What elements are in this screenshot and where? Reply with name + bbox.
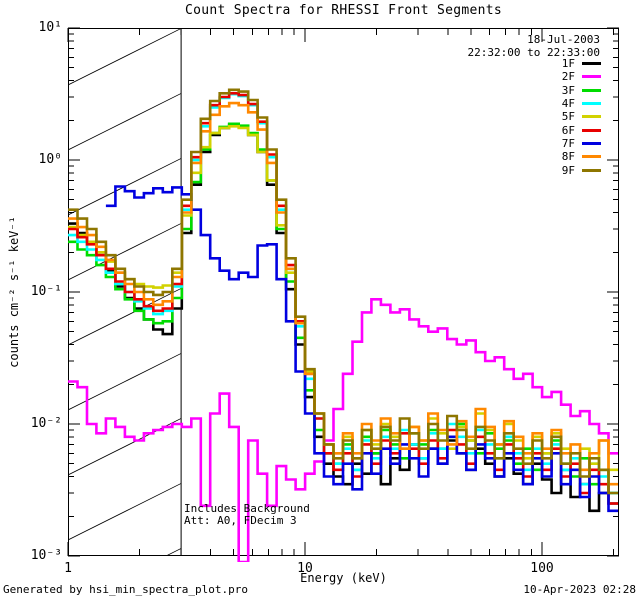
- plot-annotation: Includes Background Att: A0, FDecim 3: [184, 503, 310, 527]
- legend-item: 5F: [562, 110, 601, 123]
- legend-color-swatch: [582, 141, 601, 145]
- legend: 1F 2F 3F 4F 5F 6F 7F 8F 9F: [562, 57, 601, 177]
- observation-time-range: 22:32:00 to 22:33:00: [467, 46, 600, 59]
- legend-label: 2F: [561, 70, 575, 84]
- chart-title: Count Spectra for RHESSI Front Segments: [185, 3, 502, 18]
- legend-color-swatch: [582, 88, 601, 92]
- legend-label: 4F: [561, 97, 575, 111]
- legend-color-swatch: [582, 115, 601, 119]
- spectrum-curve-9F: [68, 88, 618, 495]
- legend-label: 3F: [561, 83, 575, 97]
- legend-label: 6F: [561, 123, 575, 137]
- x-axis-label: Energy (keV): [300, 571, 387, 585]
- observation-date: 18-Jul-2003: [527, 33, 600, 46]
- legend-item: 4F: [562, 97, 601, 110]
- legend-item: 6F: [561, 123, 601, 137]
- legend-color-swatch: [582, 102, 601, 106]
- legend-color-swatch: [582, 155, 601, 159]
- legend-item: 8F: [562, 150, 601, 163]
- x-tick-label-10: 10: [297, 561, 313, 576]
- legend-label: 9F: [561, 163, 575, 177]
- legend-color-swatch: [582, 75, 601, 79]
- plot-timestamp: 10-Apr-2023 02:28: [523, 583, 636, 596]
- axes: [67, 27, 619, 557]
- legend-item: 7F: [562, 137, 601, 150]
- y-tick-label-1e1: 10¹: [38, 20, 62, 35]
- legend-label: 1F: [561, 57, 575, 71]
- legend-color-swatch: [582, 128, 601, 132]
- annotation-attenuator-note: Att: A0, FDecim 3: [184, 514, 297, 527]
- spectrum-curve-2F: [68, 298, 618, 562]
- legend-color-swatch: [582, 62, 601, 66]
- generated-by-text: Generated by hsi_min_spectra_plot.pro: [3, 583, 249, 596]
- legend-color-swatch: [582, 168, 601, 172]
- y-tick-label-1e-1: 10⁻¹: [30, 284, 62, 299]
- legend-label: 8F: [561, 150, 575, 164]
- annotation-background-note: Includes Background: [184, 502, 310, 515]
- x-tick-label-1: 1: [64, 561, 72, 576]
- legend-item: 1F: [562, 57, 601, 70]
- legend-item: 9F: [561, 163, 601, 177]
- spectrum-curve-8F: [68, 101, 618, 486]
- y-tick-label-1e0: 10⁰: [38, 152, 62, 167]
- legend-label: 7F: [561, 136, 575, 150]
- x-tick-label-100: 100: [530, 561, 554, 576]
- spectra-curves: [68, 88, 618, 562]
- legend-item: 3F: [562, 84, 601, 97]
- y-tick-label-1e-3: 10⁻³: [30, 548, 62, 563]
- y-tick-label-1e-2: 10⁻²: [30, 416, 62, 431]
- legend-item: 2F: [562, 70, 601, 83]
- legend-label: 5F: [561, 110, 575, 124]
